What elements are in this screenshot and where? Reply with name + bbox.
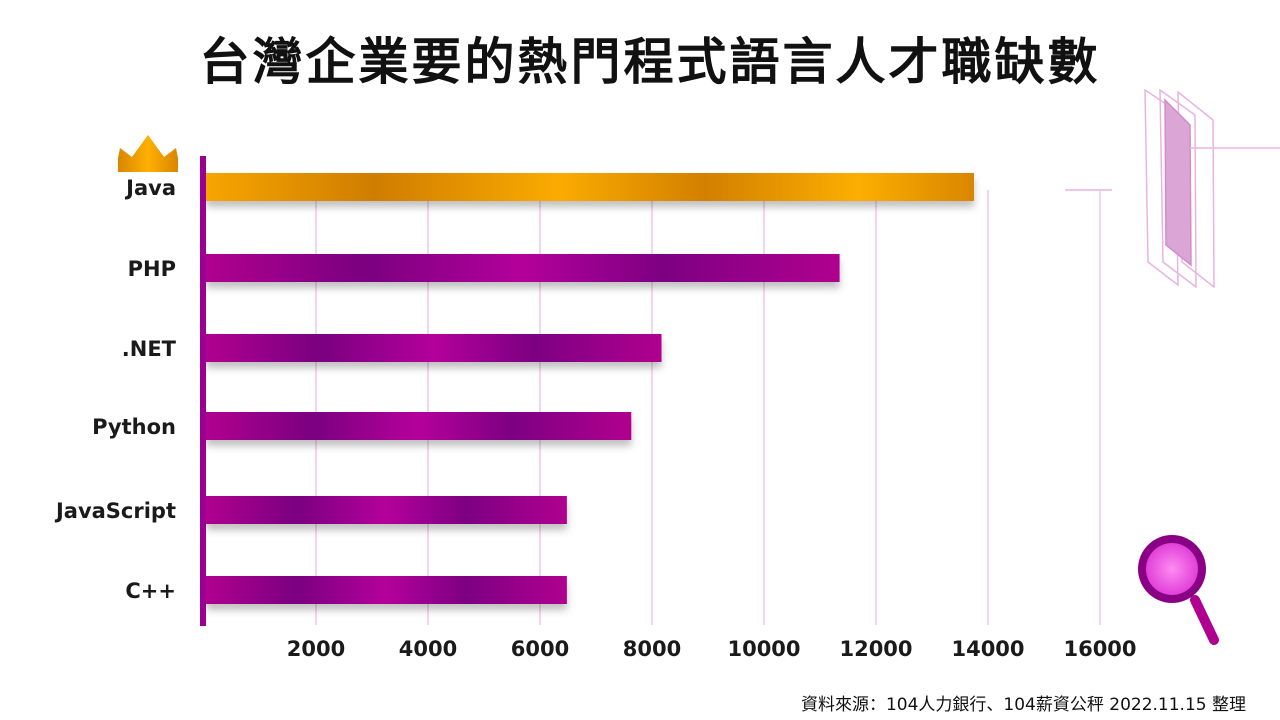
x-tick-label: 16000 <box>1063 637 1136 661</box>
bar-c++ <box>206 576 567 604</box>
x-tick-label: 10000 <box>727 637 800 661</box>
x-tick-label: 4000 <box>399 637 457 661</box>
crown-icon <box>118 135 178 172</box>
magnifier-icon <box>1138 535 1219 645</box>
bar-java <box>206 173 974 201</box>
source-note: 資料來源：104人力銀行、104薪資公秤 2022.11.15 整理 <box>800 695 1246 715</box>
bar-javascript <box>206 496 567 524</box>
y-axis-line <box>200 156 206 626</box>
decorative-frames <box>1065 88 1280 289</box>
category-label: Java <box>124 176 176 200</box>
category-label: JavaScript <box>54 499 176 523</box>
x-tick-label: 12000 <box>839 637 912 661</box>
chart-title: 台灣企業要的熱門程式語言人才職缺數 <box>199 33 1101 91</box>
x-tick-label: 14000 <box>951 637 1024 661</box>
category-label: PHP <box>128 257 176 281</box>
category-label: C++ <box>125 579 176 603</box>
category-label: Python <box>92 415 176 439</box>
bar-python <box>206 412 632 440</box>
bar-php <box>206 254 840 282</box>
x-tick-label: 6000 <box>511 637 569 661</box>
x-tick-label: 2000 <box>287 637 345 661</box>
category-label: .NET <box>122 337 177 361</box>
bar-net <box>206 334 662 362</box>
x-tick-label: 8000 <box>623 637 681 661</box>
